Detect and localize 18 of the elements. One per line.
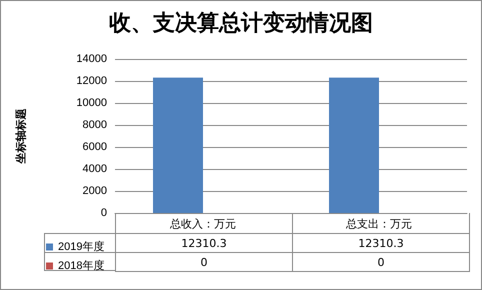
data-label: 12310.3 xyxy=(292,234,470,252)
y-tick-label: 0 xyxy=(100,207,107,219)
x-tick-label: 总收入：万元 xyxy=(169,218,236,230)
data-label: 12310.3 xyxy=(116,234,292,252)
y-tick-label: 8000 xyxy=(82,119,107,131)
x-tick-label: 总支出：万元 xyxy=(345,218,412,230)
y-tick-label: 12000 xyxy=(76,75,107,87)
y-tick-label: 4000 xyxy=(82,163,107,175)
data-label: 0 xyxy=(116,252,292,272)
legend-label: 2019年度 xyxy=(58,240,104,253)
data-label: 0 xyxy=(292,252,470,272)
y-tick-label: 10000 xyxy=(76,97,107,109)
y-tick-label: 14000 xyxy=(76,53,107,65)
chart-title: 收、支决算总计变动情况图 xyxy=(109,10,373,36)
y-tick-label: 2000 xyxy=(82,185,107,197)
y-axis-title: 坐标轴标题 xyxy=(14,108,28,164)
y-tick-label: 6000 xyxy=(82,141,107,153)
legend-label: 2018年度 xyxy=(58,259,104,272)
